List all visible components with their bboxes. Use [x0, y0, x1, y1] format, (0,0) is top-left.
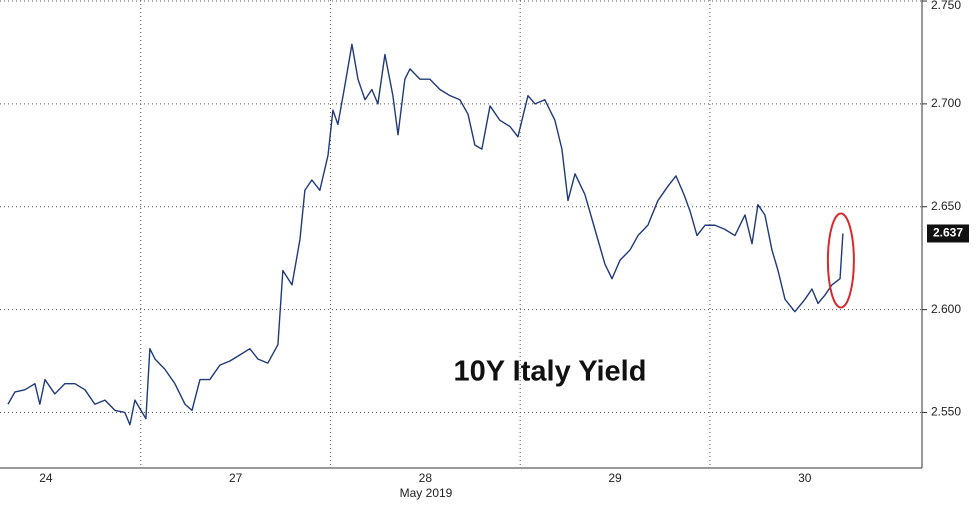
x-tick-label: 28: [419, 471, 433, 485]
x-tick-label: 30: [798, 471, 812, 485]
y-tick-label: 2.600: [931, 302, 961, 316]
chart-annotation: 10Y Italy Yield: [454, 356, 647, 388]
y-tick-label: 2.550: [931, 405, 961, 419]
last-value-tag: [927, 224, 969, 243]
yield-line: [7, 43, 844, 426]
y-tick-label: 2.700: [931, 96, 961, 110]
x-tick-label: 24: [39, 471, 53, 485]
y-tick-label: 2.650: [931, 199, 961, 213]
highlight-ellipse: [826, 212, 855, 309]
x-tick-label: 27: [229, 471, 243, 485]
x-axis-label: May 2019: [400, 486, 453, 500]
x-tick-label: 29: [608, 471, 622, 485]
last-value-label: 2.637: [933, 226, 963, 240]
y-tick-label: 2.750: [931, 0, 961, 12]
